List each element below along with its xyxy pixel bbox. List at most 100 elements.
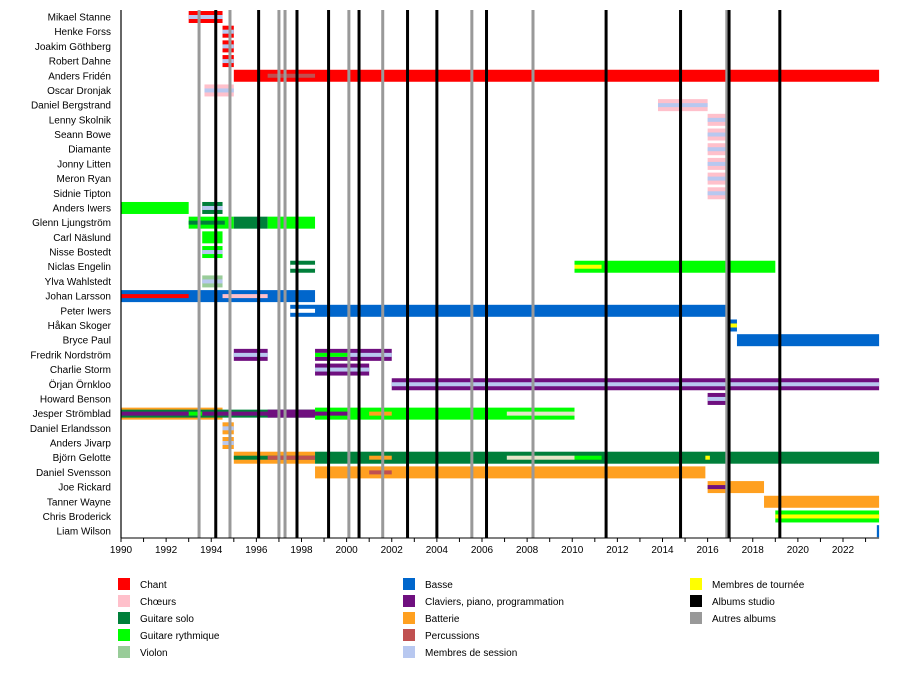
- member-name: Oscar Dronjak: [47, 86, 112, 97]
- bar-choeurs: [222, 294, 268, 299]
- legend-swatch-solo: [118, 612, 130, 624]
- bar-session: [707, 117, 731, 122]
- bar-rythmique: [315, 352, 349, 357]
- bar-batterie: [315, 466, 706, 479]
- bar-blank: [290, 264, 316, 269]
- member-name: Fredrik Nordström: [30, 350, 111, 361]
- x-tick-label: 2000: [336, 545, 359, 556]
- member-name: Diamante: [68, 145, 111, 156]
- bar-rythmique: [315, 407, 575, 420]
- studio-album-line: [604, 10, 608, 538]
- member-name: Sidnie Tipton: [53, 189, 111, 200]
- legend-swatch-basse: [403, 578, 415, 590]
- legend-label-basse: Basse: [425, 580, 453, 591]
- x-tick-label: 2020: [787, 545, 810, 556]
- member-name: Björn Gelotte: [53, 453, 112, 464]
- bar-session: [222, 29, 234, 34]
- legend-swatch-tournee: [690, 578, 702, 590]
- studio-album-line: [435, 10, 439, 538]
- member-name: Daniel Erlandsson: [30, 424, 111, 435]
- legend-label-solo: Guitare solo: [140, 614, 194, 625]
- bar-session: [707, 176, 731, 181]
- member-name: Peter Iwers: [60, 306, 111, 317]
- other-album-line: [381, 10, 385, 538]
- member-name: Howard Benson: [40, 394, 111, 405]
- bar-rythmique: [574, 455, 602, 460]
- bar-session: [202, 205, 223, 210]
- x-tick-label: 1996: [245, 545, 268, 556]
- bar-rythmique: [267, 216, 316, 229]
- bar-solo: [233, 216, 268, 229]
- bar-basse: [290, 304, 731, 317]
- legend-swatch-session: [403, 646, 415, 658]
- member-name: Liam Wilson: [57, 527, 111, 538]
- x-tick-label: 2002: [381, 545, 404, 556]
- x-tick-label: 2014: [651, 545, 674, 556]
- bar-session: [315, 352, 392, 357]
- x-tick-label: 2012: [606, 545, 629, 556]
- legend-swatch-autres: [690, 612, 702, 624]
- studio-album-line: [778, 10, 782, 538]
- other-album-line: [470, 10, 474, 538]
- bar-session: [222, 59, 234, 64]
- member-name: Nisse Bostedt: [49, 248, 111, 259]
- bar-claviers: [121, 411, 349, 416]
- member-name: Daniel Bergstrand: [31, 101, 111, 112]
- bar-session: [222, 426, 234, 431]
- bar-rythmique: [202, 231, 223, 244]
- bar-basse: [121, 290, 316, 303]
- bar-blank: [290, 308, 316, 313]
- studio-album-line: [214, 10, 218, 538]
- member-name: Niclas Engelin: [48, 262, 111, 273]
- other-album-line: [725, 10, 729, 538]
- x-tick-label: 2006: [471, 545, 494, 556]
- bar-session: [707, 132, 731, 137]
- x-tick-label: 2018: [742, 545, 765, 556]
- member-name: Örjan Örnkloo: [49, 379, 112, 391]
- other-album-line: [197, 10, 201, 538]
- bar-session: [707, 396, 731, 401]
- bar-percussions: [369, 470, 392, 475]
- bar-session: [204, 88, 234, 93]
- bar-basse: [736, 334, 880, 347]
- member-name: Håkan Skoger: [48, 320, 112, 332]
- legend-swatch-claviers: [403, 595, 415, 607]
- bar-other: [506, 455, 575, 460]
- member-name: Lenny Skolnik: [49, 115, 112, 126]
- member-name: Joakim Göthberg: [35, 42, 111, 53]
- member-name: Meron Ryan: [57, 174, 111, 185]
- x-tick-label: 1990: [110, 545, 133, 556]
- studio-album-line: [295, 10, 299, 538]
- bar-rythmique: [574, 260, 776, 273]
- member-name: Anders Jivarp: [50, 439, 112, 450]
- studio-album-line: [679, 10, 683, 538]
- bar-batterie: [764, 495, 880, 508]
- studio-album-line: [327, 10, 331, 538]
- bar-session: [391, 382, 880, 387]
- x-tick-label: 2008: [516, 545, 539, 556]
- other-album-line: [531, 10, 535, 538]
- member-name: Charlie Storm: [50, 365, 111, 376]
- bar-session: [707, 191, 731, 196]
- bar-other: [506, 411, 575, 416]
- legend-swatch-rythmique: [118, 629, 130, 641]
- bar-session: [222, 44, 234, 49]
- legend-label-session: Membres de session: [425, 648, 517, 659]
- legend-swatch-percussions: [403, 629, 415, 641]
- studio-album-line: [357, 10, 361, 538]
- studio-album-line: [727, 10, 731, 538]
- member-name: Tanner Wayne: [47, 497, 112, 508]
- bar-tournee: [705, 455, 710, 460]
- bar-tournee: [730, 323, 737, 328]
- legend-label-studio: Albums studio: [712, 597, 775, 608]
- other-album-line: [283, 10, 287, 538]
- legend-label-claviers: Claviers, piano, programmation: [425, 597, 564, 608]
- bar-session: [707, 161, 731, 166]
- x-tick-label: 2004: [426, 545, 449, 556]
- bar-session: [222, 441, 234, 446]
- legend-label-tournee: Membres de tournée: [712, 580, 805, 591]
- legend-label-choeurs: Chœurs: [140, 597, 176, 608]
- member-name: Bryce Paul: [63, 336, 111, 347]
